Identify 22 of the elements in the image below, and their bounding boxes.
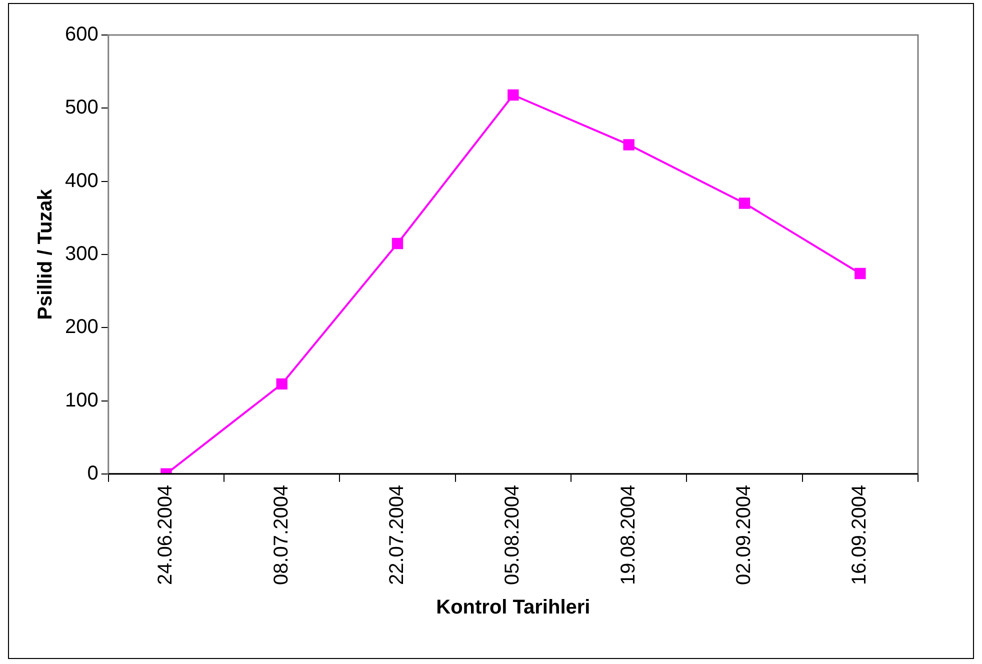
point xyxy=(738,198,750,209)
x-tick-label: 16.09.2004 xyxy=(848,484,871,586)
y-tick-label: 600 xyxy=(64,24,98,46)
y-axis-title: Psillid / Tuzak xyxy=(34,188,57,320)
x-tick-label: 22.07.2004 xyxy=(386,484,408,586)
x-axis-title: Kontrol Tarihleri xyxy=(436,596,590,619)
point xyxy=(392,238,404,250)
x-tick-label: 19.08.2004 xyxy=(617,484,640,586)
x-tick-label: 24.06.2004 xyxy=(154,484,177,586)
y-tick-label: 300 xyxy=(64,242,98,265)
point xyxy=(854,268,866,280)
point xyxy=(276,378,288,390)
x-tick-label: 08.07.2004 xyxy=(270,484,292,586)
y-tick-label: 200 xyxy=(64,316,98,338)
x-tick-label: 05.08.2004 xyxy=(502,484,524,586)
x-tick-label: 02.09.2004 xyxy=(733,484,756,586)
point xyxy=(623,139,634,150)
y-tick-label: 0 xyxy=(87,462,98,484)
y-tick-label: 500 xyxy=(64,96,98,119)
y-tick-label: 400 xyxy=(64,170,98,192)
point xyxy=(508,89,519,101)
y-tick-label: 100 xyxy=(64,389,98,412)
